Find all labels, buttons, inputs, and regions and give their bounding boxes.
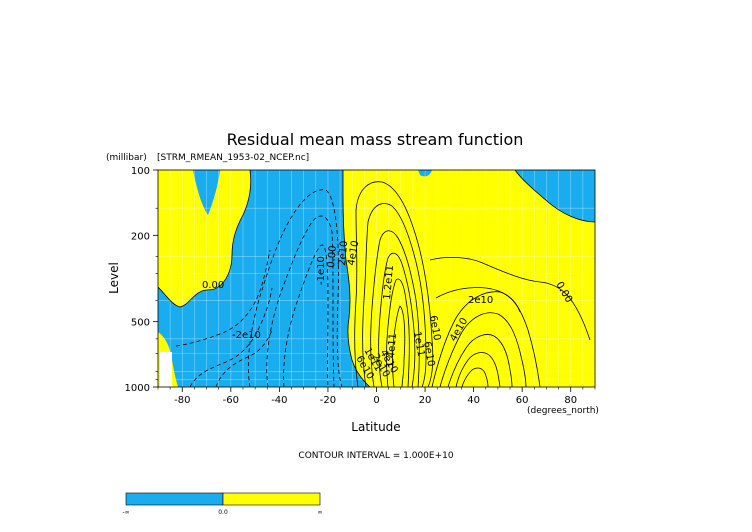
negative-patch-upper-right [515,170,595,222]
x-tick-label: 0 [373,395,379,406]
negative-contour [266,215,335,387]
positive-region-main [343,170,595,387]
y-axis-title: Level [107,262,121,294]
axes: -80 -60 -40 -20 0 20 40 60 80 100 200 500 1000 [125,166,596,406]
x-tick-label: -20 [320,395,336,406]
negative-contour [283,244,329,387]
contour-label: 4e10 [346,240,361,267]
contour-label: 6e10 [427,315,442,342]
positive-contour [378,252,416,387]
zero-contour-left [158,170,252,308]
x-tick-label: -40 [271,395,287,406]
missing-data-patch [160,352,172,387]
x-tick-label: 40 [467,395,480,406]
y-tick-label: 100 [131,166,150,177]
positive-contour [439,312,527,387]
negative-contours [175,189,343,387]
contour-label: 1.2e11 [382,265,396,301]
colorbar-label-min: -∞ [122,509,129,516]
contour-lines [158,170,595,387]
x-tick-label: 20 [419,395,432,406]
contour-label: -1e10 [316,256,327,285]
positive-contour [392,305,406,387]
contour-interval-label: CONTOUR INTERVAL = 1.000E+10 [298,451,453,461]
y-tick-label: 500 [131,318,150,329]
colorbar-label-mid: 0.0 [218,509,228,516]
contour-field: 0.00 -2e10 -1e10 0.00 2e10 4e10 6e10 1e1… [158,170,595,387]
negative-contour [215,329,273,387]
x-tick-label: -60 [223,395,239,406]
positive-contour [435,287,521,313]
positive-contour [354,181,434,387]
x-tick-label: 80 [564,395,577,406]
positive-contour [429,256,591,341]
contour-label: 1e11 [411,331,426,358]
negative-contour [189,287,273,387]
contour-label: 0.00 [202,280,224,291]
positive-contour [455,352,501,387]
colorbar: -∞ 0.0 ∞ [122,492,323,516]
zero-contour-main [342,170,371,387]
colorbar-negative [125,492,224,506]
zero-contour-right [514,170,595,223]
dataset-label: [STRM_RMEAN_1953-02_NCEP.nc] [157,153,309,163]
positive-contour [461,367,489,387]
chart-title: Residual mean mass stream function [227,130,524,149]
positive-region-upper-left [158,170,251,307]
contour-label: 6e10 [421,341,436,368]
x-tick-label: 60 [516,395,529,406]
negative-contour [247,189,343,387]
contour-label: 0.00 [326,245,339,268]
positive-notch-upper-left [193,170,220,215]
x-axis-title: Latitude [351,420,400,434]
positive-contour [386,278,410,387]
y-units-label: (millibar) [106,153,147,163]
colorbar-positive [222,492,321,506]
contour-label: -2e10 [232,330,261,341]
contour-labels: 0.00 -2e10 -1e10 0.00 2e10 4e10 6e10 1e1… [202,240,574,382]
positive-contour [362,203,427,387]
negative-patch-top-mid [418,170,432,177]
negative-contour [175,249,271,347]
y-tick-label: 1000 [125,383,150,394]
x-tick-label: -80 [174,395,190,406]
positive-contour [431,291,541,387]
positive-contour [447,334,513,387]
x-units-label: (degrees_north) [527,406,599,416]
grid-lines [158,170,595,387]
y-tick-label: 200 [131,231,150,242]
colorbar-label-max: ∞ [318,509,323,516]
contour-label: 1.4e11 [385,333,399,369]
positive-contour [370,230,420,387]
contour-label: 2e10 [468,295,493,306]
contour-label: 2e10 [337,240,350,266]
